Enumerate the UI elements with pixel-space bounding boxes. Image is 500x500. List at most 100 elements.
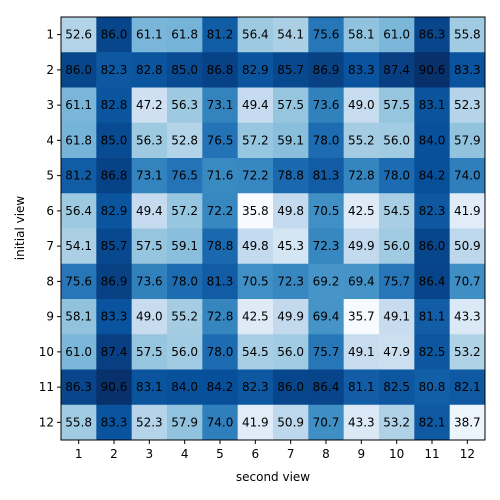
heatmap-cell-r5-c9 — [343, 158, 380, 194]
heatmap-cell-r5-c10 — [379, 158, 415, 194]
cell-value-label: 61.8 — [171, 28, 198, 42]
heatmap-cell-r1-c9 — [343, 17, 380, 53]
cell-value-label: 57.9 — [454, 133, 481, 147]
heatmap-cell-r1-c10 — [379, 17, 415, 53]
cell-value-label: 82.1 — [419, 415, 446, 429]
heatmap-cell-r7-c3 — [131, 228, 168, 265]
heatmap-cell-r12-c11 — [414, 404, 451, 441]
heatmap-cell-r7-c2 — [96, 228, 133, 265]
y-axis-label: initial view — [13, 196, 27, 261]
heatmap-cell-r1-c7 — [273, 17, 309, 53]
cell-value-label: 82.5 — [383, 380, 410, 394]
heatmap-cell-r1-c6 — [237, 17, 274, 53]
cell-value-label: 78.0 — [171, 274, 198, 288]
heatmap-cell-r6-c6 — [237, 193, 274, 229]
cell-value-label: 70.5 — [242, 274, 269, 288]
cell-value-label: 52.3 — [454, 98, 481, 112]
cell-value-label: 49.8 — [277, 204, 304, 218]
heatmap-cell-r8-c2 — [96, 263, 133, 300]
heatmap-cell-r11-c4 — [167, 369, 203, 406]
cell-value-label: 55.8 — [65, 415, 92, 429]
y-tick-label: 6 — [46, 204, 54, 218]
y-tick-label: 5 — [46, 169, 54, 183]
cell-value-label: 71.6 — [207, 169, 234, 183]
cell-value-label: 49.0 — [136, 310, 163, 324]
cell-value-label: 55.2 — [171, 310, 198, 324]
y-tick-label: 1 — [46, 28, 54, 42]
y-tick-label: 4 — [46, 133, 54, 147]
cell-value-label: 82.9 — [242, 63, 269, 77]
cell-value-label: 78.8 — [207, 239, 234, 253]
cell-value-label: 41.9 — [242, 415, 269, 429]
cell-value-label: 72.2 — [242, 169, 269, 183]
cell-value-label: 74.0 — [454, 169, 481, 183]
y-tick-label: 8 — [46, 274, 54, 288]
heatmap-cell-r8-c9 — [343, 263, 380, 300]
heatmap-cell-r11-c3 — [131, 369, 168, 406]
cell-value-label: 83.3 — [454, 63, 481, 77]
heatmap-cell-r2-c3 — [131, 52, 168, 88]
cell-value-label: 49.9 — [348, 239, 375, 253]
heatmap-cell-r7-c8 — [308, 228, 345, 265]
heatmap-cell-r9-c11 — [414, 299, 451, 335]
cell-value-label: 86.0 — [101, 28, 128, 42]
heatmap-cell-r1-c11 — [414, 17, 451, 53]
cell-value-label: 86.3 — [65, 380, 92, 394]
heatmap-cell-r3-c2 — [96, 87, 133, 124]
cell-value-label: 83.1 — [419, 98, 446, 112]
cell-value-label: 72.3 — [313, 239, 340, 253]
x-tick-label: 8 — [322, 447, 330, 461]
cell-value-label: 81.2 — [65, 169, 92, 183]
cell-value-label: 52.8 — [171, 133, 198, 147]
y-tick-label: 3 — [46, 98, 54, 112]
cell-value-label: 49.0 — [348, 98, 375, 112]
heatmap-cell-r9-c7 — [273, 299, 309, 335]
cell-value-label: 86.9 — [313, 63, 340, 77]
cell-value-label: 86.8 — [101, 169, 128, 183]
cell-value-label: 75.6 — [313, 28, 340, 42]
heatmap-cell-r12-c5 — [202, 404, 239, 441]
cell-value-label: 70.7 — [454, 274, 481, 288]
cell-value-label: 76.5 — [207, 133, 234, 147]
x-tick-label: 7 — [287, 447, 295, 461]
cell-value-label: 72.8 — [348, 169, 375, 183]
heatmap-cell-r4-c2 — [96, 122, 133, 159]
heatmap-cell-r10-c1 — [61, 334, 97, 370]
heatmap-cell-r3-c1 — [61, 87, 97, 124]
heatmap-cell-r8-c8 — [308, 263, 345, 300]
cell-value-label: 81.2 — [207, 28, 234, 42]
cell-value-label: 41.9 — [454, 204, 481, 218]
cell-value-label: 86.0 — [419, 239, 446, 253]
cell-value-label: 81.3 — [313, 169, 340, 183]
heatmap-cell-r12-c2 — [96, 404, 133, 441]
heatmap-cell-r1-c8 — [308, 17, 345, 53]
cell-value-label: 87.4 — [101, 345, 128, 359]
heatmap-cell-r9-c8 — [308, 299, 345, 335]
y-tick-label: 2 — [46, 63, 54, 77]
cell-value-label: 57.5 — [277, 98, 304, 112]
cell-value-label: 47.9 — [383, 345, 410, 359]
cell-value-label: 81.1 — [419, 310, 446, 324]
cell-value-label: 61.1 — [136, 28, 163, 42]
cell-value-label: 43.3 — [454, 310, 481, 324]
cell-value-label: 54.5 — [242, 345, 269, 359]
x-axis-ticks: 1 2 3 4 5 6 7 8 9 10 11 12 — [75, 440, 475, 461]
heatmap-cell-r3-c9 — [343, 87, 380, 124]
heatmap-cell-r7-c4 — [167, 228, 203, 265]
cell-value-label: 59.1 — [277, 133, 304, 147]
cell-value-label: 35.7 — [348, 310, 375, 324]
heatmap-cell-r3-c6 — [237, 87, 274, 124]
cell-value-label: 49.4 — [136, 204, 163, 218]
heatmap-cell-r11-c8 — [308, 369, 345, 406]
heatmap-cell-r2-c4 — [167, 52, 203, 88]
heatmap-cell-r3-c11 — [414, 87, 451, 124]
heatmap-cell-r8-c7 — [273, 263, 309, 300]
heatmap-cell-r3-c12 — [449, 87, 486, 124]
heatmap-cell-r5-c3 — [131, 158, 168, 194]
cell-value-label: 69.2 — [313, 274, 340, 288]
cell-value-label: 87.4 — [383, 63, 410, 77]
heatmap-cell-r6-c1 — [61, 193, 97, 229]
heatmap-cell-r10-c2 — [96, 334, 133, 370]
cell-value-label: 56.4 — [242, 28, 269, 42]
cell-value-label: 70.7 — [313, 415, 340, 429]
